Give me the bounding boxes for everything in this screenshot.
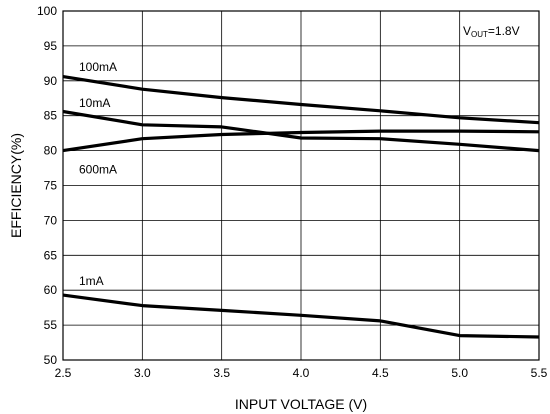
y-tick-label: 85 [44, 109, 58, 123]
y-tick-label: 90 [44, 74, 58, 88]
y-tick-label: 65 [44, 248, 58, 262]
y-tick-label: 75 [44, 179, 58, 193]
tick-labels: 2.5 3.0 3.5 4.0 4.5 5.0 5.5 50 55 60 65 70 75 80 85 90 9… [37, 4, 548, 380]
y-tick-label: 55 [44, 318, 58, 332]
vout-subscript: OUT [471, 30, 488, 39]
grid [62, 10, 540, 361]
x-tick-label: 5.5 [531, 366, 548, 380]
series-line-100ma [62, 75, 540, 125]
x-tick-label: 4.5 [372, 366, 389, 380]
x-axis-title: INPUT VOLTAGE (V) [235, 396, 367, 412]
series-labels: 100mA 10mA 600mA 1mA [79, 60, 117, 288]
series-line-600ma [62, 129, 540, 153]
y-axis-title: EFFICIENCY(%) [8, 133, 24, 238]
y-tick-label: 100 [37, 4, 57, 18]
vout-main: V [463, 24, 471, 38]
y-tick-label: 95 [44, 39, 58, 53]
x-tick-label: 5.0 [451, 366, 468, 380]
plot-frame [62, 10, 540, 361]
x-tick-label: 4.0 [293, 366, 310, 380]
series-group [62, 75, 540, 339]
vout-suffix: =1.8V [488, 24, 520, 38]
vout-annotation: VOUT=1.8V [463, 24, 520, 39]
x-tick-label: 3.5 [213, 366, 230, 380]
x-tick-label: 3.0 [134, 366, 151, 380]
series-label: 1mA [79, 274, 104, 288]
series-line-1ma [62, 293, 540, 339]
y-tick-label: 50 [44, 353, 58, 367]
y-tick-label: 60 [44, 283, 58, 297]
series-label: 600mA [79, 162, 117, 176]
series-label: 10mA [79, 96, 110, 110]
series-line-10ma [62, 109, 540, 153]
series-label: 100mA [79, 60, 117, 74]
y-tick-label: 80 [44, 144, 58, 158]
x-tick-label: 2.5 [55, 366, 72, 380]
y-tick-label: 70 [44, 213, 58, 227]
